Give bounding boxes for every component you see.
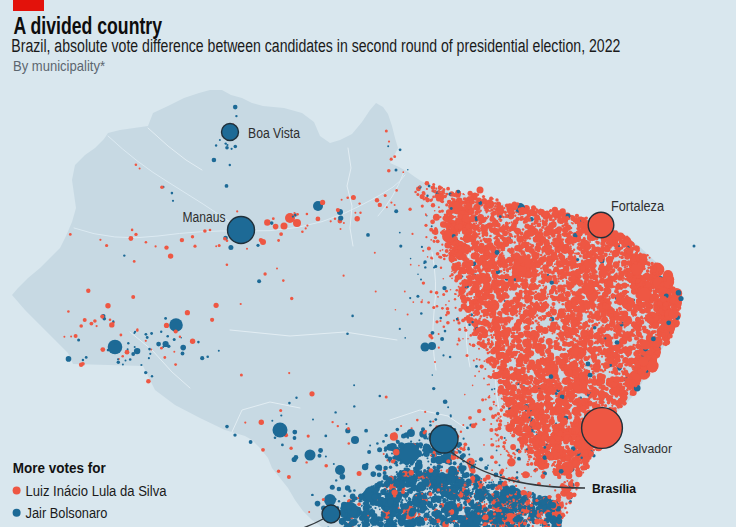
svg-text:Fortaleza: Fortaleza xyxy=(611,198,664,214)
svg-text:By municipality*: By municipality* xyxy=(13,58,105,74)
svg-text:Luiz Inácio Lula da Silva: Luiz Inácio Lula da Silva xyxy=(26,483,167,499)
svg-text:Boa Vista: Boa Vista xyxy=(248,125,300,141)
svg-text:Manaus: Manaus xyxy=(183,209,226,225)
svg-text:Salvador: Salvador xyxy=(624,441,673,456)
svg-text:More votes for: More votes for xyxy=(13,459,106,476)
svg-text:Brasília: Brasília xyxy=(592,481,636,496)
svg-text:Brazil, absolute vote differen: Brazil, absolute vote difference between… xyxy=(11,36,620,56)
svg-text:Jair Bolsonaro: Jair Bolsonaro xyxy=(26,505,108,521)
